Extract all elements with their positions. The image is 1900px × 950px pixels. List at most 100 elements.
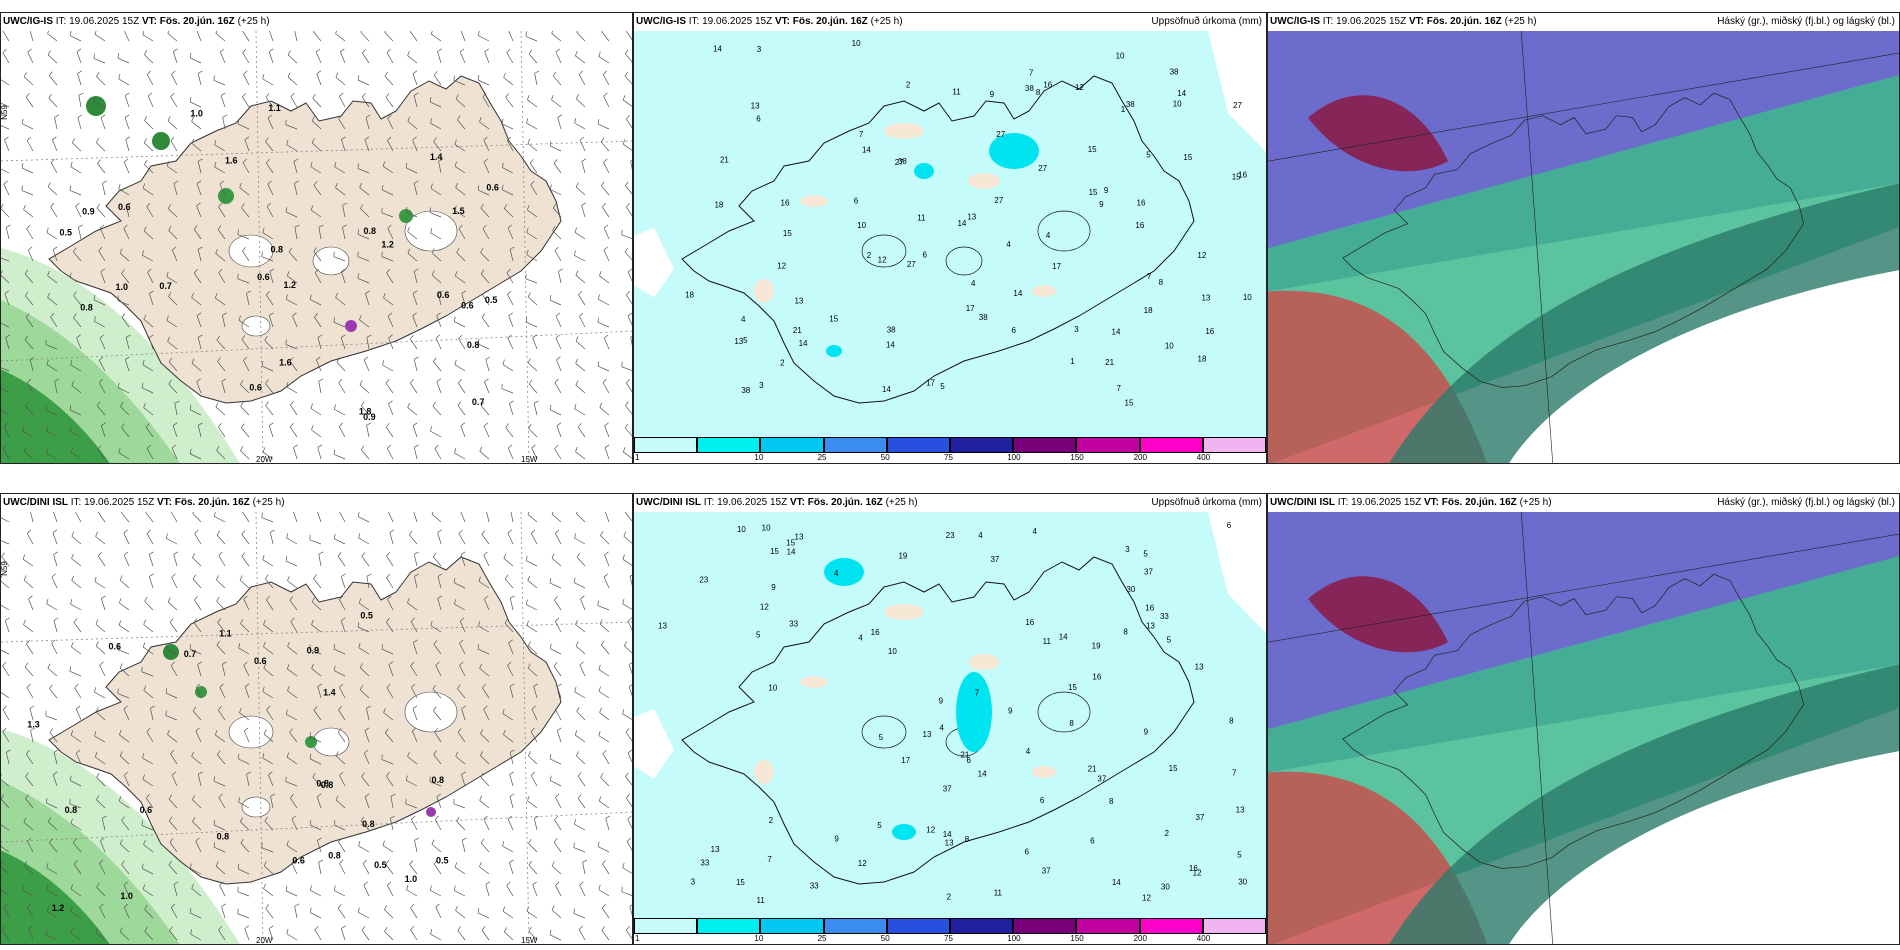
accum-value-label: 13 xyxy=(751,101,760,110)
wind-barb xyxy=(508,642,514,655)
wind-barb-flag xyxy=(507,334,512,339)
wind-barb-flag xyxy=(357,512,360,517)
wind-barb xyxy=(78,95,82,108)
wind-barb-flag xyxy=(290,400,294,406)
precip-value-label: 1.0 xyxy=(190,109,203,119)
wind-barb-flag xyxy=(626,378,630,384)
wind-barb xyxy=(172,51,178,64)
wind-barb xyxy=(46,364,58,372)
precip-value-label: 0.6 xyxy=(257,272,270,282)
wind-barb xyxy=(582,862,586,875)
accum-value-label: 8 xyxy=(1123,628,1128,637)
wind-barb xyxy=(100,425,106,438)
wind-barb xyxy=(385,732,394,743)
wind-barb xyxy=(95,756,106,765)
wind-barb xyxy=(71,384,82,394)
wind-barb xyxy=(218,426,226,438)
wind-barb-flag xyxy=(477,31,480,36)
wind-barb xyxy=(481,930,490,941)
accum-value-label: 15 xyxy=(1125,398,1134,407)
wind-barb xyxy=(146,533,154,545)
wind-barb-flag xyxy=(627,312,632,317)
wind-barb xyxy=(26,140,34,152)
wind-barb xyxy=(171,74,178,86)
wind-barb xyxy=(75,752,82,765)
wind-barb xyxy=(46,910,58,919)
accum-value-label: 2 xyxy=(867,251,872,260)
wind-barb xyxy=(4,293,10,306)
wind-barb-flag xyxy=(477,185,480,191)
wind-barb xyxy=(526,254,538,262)
wind-barb xyxy=(385,426,394,438)
wind-barb xyxy=(70,166,82,174)
wind-barb xyxy=(70,364,82,372)
accum-value-label: 33 xyxy=(1160,612,1169,621)
wind-barb xyxy=(413,447,418,460)
wind-barb xyxy=(413,95,418,108)
wind-barb-flag xyxy=(460,422,466,427)
wind-barb xyxy=(237,278,250,284)
accum-labels: 2714321515137943142381410111213101615167… xyxy=(685,39,1252,407)
wind-barb-flag xyxy=(530,180,535,185)
wind-barb xyxy=(25,798,34,809)
wind-barb-flag xyxy=(549,295,552,301)
wind-barb-flag xyxy=(166,271,169,277)
precip-colorbar: 1 10 25 50 75 100 150 200 400 xyxy=(634,437,1266,463)
wind-barb-flag xyxy=(461,837,467,841)
wind-barb xyxy=(386,52,394,64)
wind-barb-flag xyxy=(508,444,513,449)
wind-barb-flag xyxy=(239,707,242,713)
wind-barb xyxy=(22,123,34,130)
wind-barb xyxy=(73,622,82,633)
wind-barb-flag xyxy=(479,861,482,867)
wind-barb-flag xyxy=(165,643,168,649)
wind-barb-flag xyxy=(455,94,459,100)
wind-barb-flag xyxy=(312,93,316,99)
wind-barb-flag xyxy=(316,70,322,75)
wind-barb-flag xyxy=(93,96,96,102)
wind-barb-flag xyxy=(192,817,196,822)
wind-barb-flag xyxy=(339,92,344,97)
glacier xyxy=(228,715,274,749)
accum-value-label: 9 xyxy=(1144,727,1149,736)
wind-barb-flag xyxy=(554,444,559,450)
wind-barb xyxy=(222,117,226,130)
wind-barb-flag xyxy=(268,422,274,426)
wind-barb xyxy=(363,752,370,765)
wind-barb xyxy=(237,123,250,130)
wind-barb-flag xyxy=(431,839,435,845)
wind-barb xyxy=(70,911,82,919)
wind-barb-flag xyxy=(170,92,175,98)
wind-barb-flag xyxy=(241,530,246,535)
wind-barb-flag xyxy=(459,639,464,644)
wind-barb-flag xyxy=(213,842,216,848)
wind-barb xyxy=(312,777,322,787)
wind-barb xyxy=(1,409,10,416)
wind-barb-flag xyxy=(313,574,317,579)
wind-barb-flag xyxy=(381,754,383,760)
wind-barb xyxy=(76,51,82,64)
wind-barb xyxy=(359,187,370,196)
wind-barb xyxy=(123,554,130,567)
wind-barb xyxy=(71,646,82,655)
wind-barb xyxy=(338,426,346,438)
wind-barb-flag xyxy=(338,378,343,383)
wind-barb-flag xyxy=(240,401,244,407)
wind-barb-flag xyxy=(1,794,5,800)
wind-barb-flag xyxy=(53,551,58,555)
wind-barb-flag xyxy=(357,273,359,279)
wind-barb-flag xyxy=(552,71,557,77)
wind-barb-flag xyxy=(191,116,194,122)
wind-barb xyxy=(142,255,154,262)
wind-barb xyxy=(310,912,322,919)
wind-barb-flag xyxy=(412,70,418,74)
wind-barb xyxy=(309,758,322,765)
wind-barb-flag xyxy=(265,401,269,406)
wind-barb xyxy=(26,533,34,545)
wind-barb xyxy=(214,516,226,523)
wind-barb-flag xyxy=(480,751,484,756)
wind-barb xyxy=(482,96,490,108)
colorbar-tick-label: 200 xyxy=(1133,934,1147,943)
accum-value-label: 6 xyxy=(966,756,971,765)
wind-barb-flag xyxy=(575,641,579,647)
